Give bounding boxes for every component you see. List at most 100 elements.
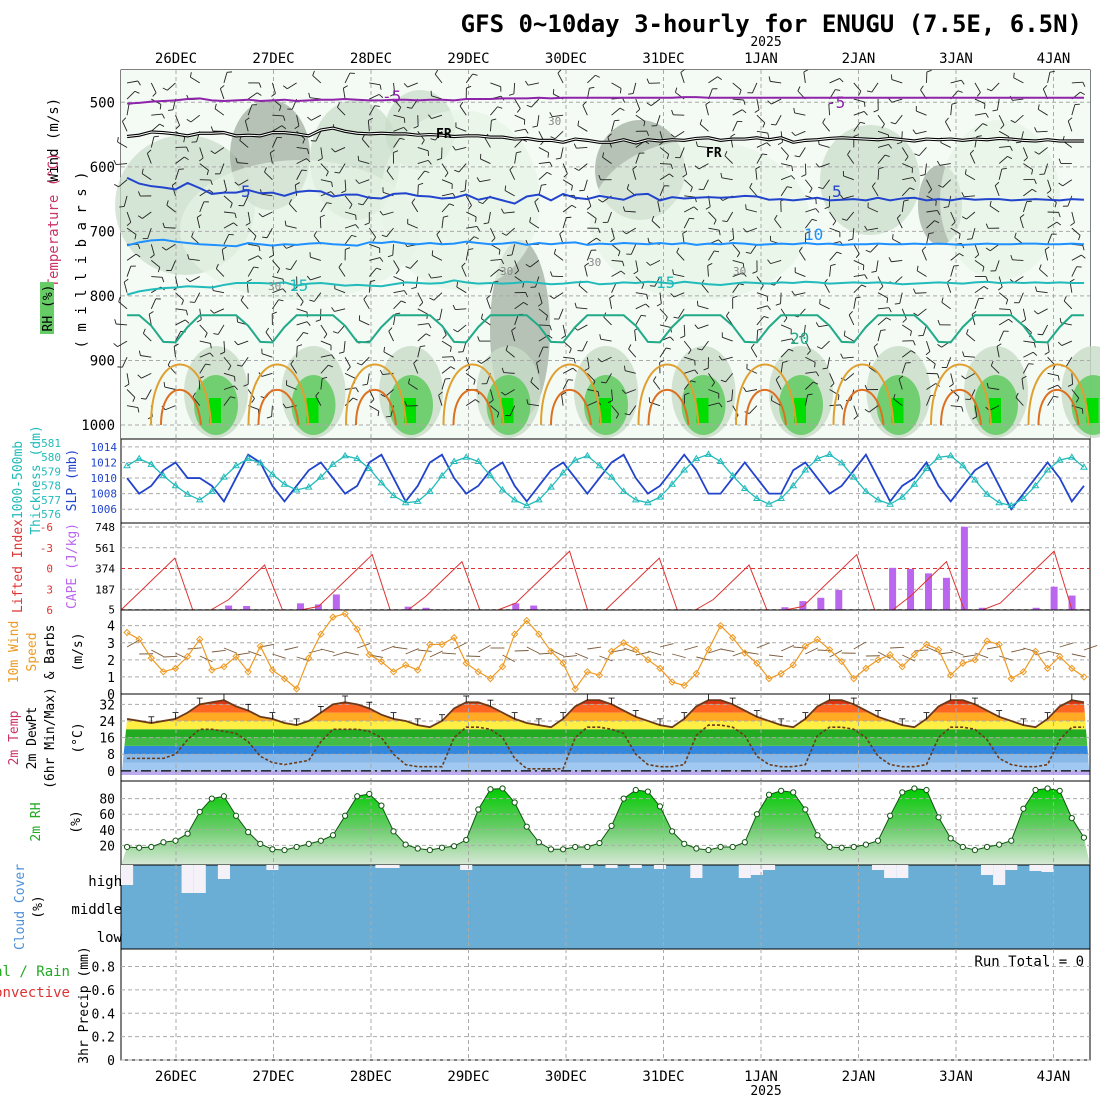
upper-wind-barb <box>538 308 548 316</box>
upper-wind-barb-flag <box>509 165 514 171</box>
cloud-high-bar <box>217 865 231 879</box>
upper-wind-barb <box>455 126 467 132</box>
rh-marker <box>366 790 373 798</box>
upper-wind-barb-flag <box>601 381 607 384</box>
upper-wind-barb-flag <box>420 345 426 347</box>
rh-marker <box>269 846 276 853</box>
wind-speed-marker <box>123 628 131 637</box>
upper-wind-barb <box>1071 373 1074 385</box>
upper-wind-barb <box>998 276 1003 288</box>
wind10-barb <box>890 646 905 649</box>
upper-wind-barb-flag <box>454 169 460 173</box>
thickness-marker <box>583 451 592 459</box>
upper-wind-barb <box>126 266 132 277</box>
upper-wind-barb <box>480 158 491 164</box>
rh-marker <box>220 793 228 800</box>
upper-wind-barb-flag <box>1044 246 1050 251</box>
upper-wind-barb-flag <box>476 177 480 182</box>
cloud-high-bar <box>375 865 388 868</box>
rh-marker <box>790 789 797 796</box>
upper-wind-barb-flag <box>767 259 771 264</box>
upper-wind-barb <box>635 303 646 310</box>
upper-wind-barb-flag <box>690 186 693 192</box>
upper-wind-barb <box>756 153 763 164</box>
upper-wind-barb-flag <box>622 97 626 103</box>
upper-wind-barb-flag <box>536 359 542 363</box>
upper-wind-barb <box>393 276 404 282</box>
cloud-level-middle: middle <box>71 902 122 918</box>
upper-wind-barb <box>296 321 308 326</box>
rh-marker <box>160 839 167 846</box>
upper-wind-barb <box>926 383 936 390</box>
upper-wind-barb-flag <box>822 367 828 370</box>
upper-wind-barb <box>829 211 837 222</box>
upper-wind-barb <box>320 378 323 390</box>
upper-wind-barb <box>466 211 477 218</box>
upper-wind-barb-flag <box>836 251 842 255</box>
upper-wind-barb-flag <box>473 379 476 385</box>
thickness-tick-label: 579 <box>41 465 61 478</box>
upper-wind-barb-flag <box>210 309 215 314</box>
upper-wind-barb <box>847 154 855 164</box>
upper-wind-barb-flag <box>586 205 592 210</box>
precip-panel: 00.20.40.60.8 Run Total = 0 Total / Rain… <box>0 946 1091 1069</box>
upper-wind-barb-flag <box>377 411 380 417</box>
upper-wind-barb-flag <box>352 397 358 401</box>
upper-wind-barb <box>611 282 617 293</box>
upper-wind-barb <box>296 169 303 180</box>
upper-wind-barb-flag <box>119 206 125 208</box>
cloud-high-bar <box>750 865 763 875</box>
upper-wind-barb <box>708 373 715 383</box>
date-label-bottom: 27DEC <box>252 1069 294 1085</box>
upper-wind-barb <box>891 79 903 84</box>
date-label-top: 1JAN <box>744 51 778 67</box>
wind-speed-marker <box>668 678 676 686</box>
cloud-high-bar <box>193 865 206 893</box>
upper-wind-barb-flag <box>920 174 926 177</box>
wind10-barb <box>1059 642 1074 648</box>
rh-shading <box>115 70 1100 439</box>
upper-wind-barb <box>166 204 176 213</box>
upper-wind-barb-flag <box>307 148 310 154</box>
upper-wind-barb-flag <box>258 213 263 218</box>
upper-wind-barb-flag <box>597 358 602 363</box>
upper-wind-barb <box>756 98 760 110</box>
upper-wind-barb-flag <box>994 181 1000 186</box>
upper-wind-barb <box>417 308 428 315</box>
upper-wind-barb-flag <box>331 181 333 188</box>
upper-wind-barb <box>189 276 200 283</box>
upper-wind-barb <box>538 172 548 181</box>
upper-wind-barb <box>732 272 744 277</box>
rh-marker <box>438 844 446 851</box>
rh-marker <box>547 846 555 853</box>
upper-wind-barb-flag <box>114 183 119 188</box>
upper-wind-barb <box>466 225 478 229</box>
ylabel-lifted-index: Lifted Index <box>11 519 26 613</box>
wind-speed-marker <box>837 657 846 666</box>
upper-wind-barb <box>917 308 927 316</box>
upper-wind-barb <box>587 74 596 84</box>
upper-wind-barb-flag <box>161 277 165 283</box>
upper-wind-barb-flag <box>505 345 509 351</box>
upper-wind-barb <box>853 260 864 266</box>
upper-wind-barb-flag <box>694 324 699 329</box>
upper-wind-barb <box>514 98 521 109</box>
ylabel-1000-500mb: 1000-500mb <box>11 441 26 519</box>
wind-speed-marker <box>789 661 797 669</box>
upper-wind-barb-flag <box>1010 119 1016 123</box>
upper-wind-barb-flag <box>697 348 703 351</box>
date-label-bottom: 2JAN <box>842 1069 876 1085</box>
upper-wind-barb <box>237 340 249 346</box>
cloud-high-bar <box>581 865 594 868</box>
upper-wind-barb-flag <box>214 103 217 109</box>
upper-wind-barb <box>1071 389 1080 399</box>
upper-wind-barb-flag <box>886 297 889 304</box>
upper-wind-barb <box>369 93 380 100</box>
thickness-marker <box>777 494 786 501</box>
upper-wind-barb <box>190 76 200 84</box>
wind10-barb <box>405 648 419 655</box>
upper-wind-barb-flag <box>334 171 340 174</box>
thickness-marker <box>377 478 386 486</box>
